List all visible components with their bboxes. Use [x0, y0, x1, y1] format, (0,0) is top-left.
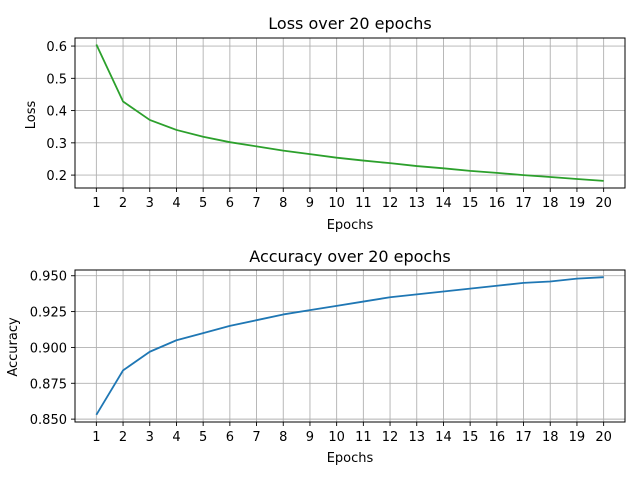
accuracy-chart-title: Accuracy over 20 epochs [249, 247, 450, 266]
accuracy-x-tick-label: 12 [382, 430, 399, 445]
loss-x-tick-label: 16 [489, 196, 506, 211]
accuracy-x-tick-label: 9 [306, 430, 314, 445]
accuracy-y-tick-label: 0.925 [30, 306, 67, 321]
loss-chart-title: Loss over 20 epochs [268, 14, 431, 33]
accuracy-y-tick-label: 0.875 [30, 377, 67, 392]
accuracy-x-tick-label: 19 [569, 430, 586, 445]
accuracy-axes: 1 2 3 4 5 6 7 8 9 10 11 12 13 14 15 16 17 18 19 200.8500.87… [30, 269, 626, 445]
loss-x-tick-label: 17 [515, 196, 532, 211]
accuracy-x-tick-label: 16 [489, 430, 506, 445]
accuracy-y-tick-label: 0.950 [30, 270, 67, 285]
accuracy-series [95, 276, 604, 416]
accuracy-grid [75, 270, 625, 422]
loss-x-tick-label: 12 [382, 196, 399, 211]
loss-x-tick-label: 4 [172, 196, 180, 211]
accuracy-y-axis-label: Accuracy [6, 317, 21, 377]
accuracy-x-tick-label: 10 [328, 430, 345, 445]
accuracy-x-axis-label: Epochs [327, 451, 374, 466]
accuracy-x-tick-label: 11 [355, 430, 372, 445]
loss-y-tick-label: 0.2 [46, 169, 67, 184]
accuracy-series-line [95, 276, 604, 416]
loss-x-tick-label: 9 [306, 196, 314, 211]
loss-x-tick-label: 7 [252, 196, 260, 211]
loss-axes-frame [74, 37, 626, 189]
loss-axes: 1 2 3 4 5 6 7 8 9 10 11 12 13 14 15 16 17 18 19 200.20.30.4… [46, 37, 626, 211]
accuracy-chart: Accuracy over 20 epochs 1 2 3 4 5 6 7 8 9 10 11 12 1… [6, 247, 626, 466]
loss-x-tick-label: 13 [408, 196, 425, 211]
loss-y-tick-label: 0.5 [46, 72, 67, 87]
loss-x-tick-label: 8 [279, 196, 287, 211]
loss-x-tick-label: 1 [92, 196, 100, 211]
loss-x-tick-label: 5 [199, 196, 207, 211]
loss-x-tick-label: 3 [146, 196, 154, 211]
accuracy-x-tick-label: 8 [279, 430, 287, 445]
accuracy-x-tick-label: 2 [119, 430, 127, 445]
accuracy-x-tick-label: 5 [199, 430, 207, 445]
loss-x-tick-label: 14 [435, 196, 452, 211]
accuracy-y-tick-label: 0.900 [30, 341, 67, 356]
accuracy-x-tick-label: 17 [515, 430, 532, 445]
loss-series [95, 44, 604, 182]
loss-x-tick-label: 6 [226, 196, 234, 211]
loss-series-line [95, 44, 604, 182]
accuracy-x-tick-label: 20 [595, 430, 612, 445]
loss-x-tick-label: 2 [119, 196, 127, 211]
accuracy-x-tick-label: 14 [435, 430, 452, 445]
loss-x-tick-label: 18 [542, 196, 559, 211]
loss-chart: Loss over 20 epochs 1 2 3 4 5 6 7 8 9 10 11 12 13 14 1… [24, 14, 626, 233]
loss-y-tick-label: 0.3 [46, 137, 67, 152]
accuracy-x-tick-label: 4 [172, 430, 180, 445]
loss-grid [75, 38, 625, 188]
accuracy-y-tick-label: 0.850 [30, 413, 67, 428]
accuracy-x-tick-label: 3 [146, 430, 154, 445]
accuracy-x-tick-label: 6 [226, 430, 234, 445]
loss-x-tick-label: 11 [355, 196, 372, 211]
loss-y-tick-label: 0.4 [46, 105, 67, 120]
loss-x-tick-label: 15 [462, 196, 479, 211]
loss-x-tick-label: 10 [328, 196, 345, 211]
accuracy-x-tick-label: 15 [462, 430, 479, 445]
accuracy-x-tick-label: 13 [408, 430, 425, 445]
loss-y-axis-label: Loss [24, 101, 39, 130]
accuracy-x-tick-label: 7 [252, 430, 260, 445]
accuracy-axes-frame [74, 269, 626, 423]
loss-x-tick-label: 20 [595, 196, 612, 211]
accuracy-x-tick-label: 18 [542, 430, 559, 445]
loss-x-axis-label: Epochs [327, 218, 374, 233]
loss-x-tick-label: 19 [569, 196, 586, 211]
loss-y-tick-label: 0.6 [46, 40, 67, 55]
accuracy-x-tick-label: 1 [92, 430, 100, 445]
